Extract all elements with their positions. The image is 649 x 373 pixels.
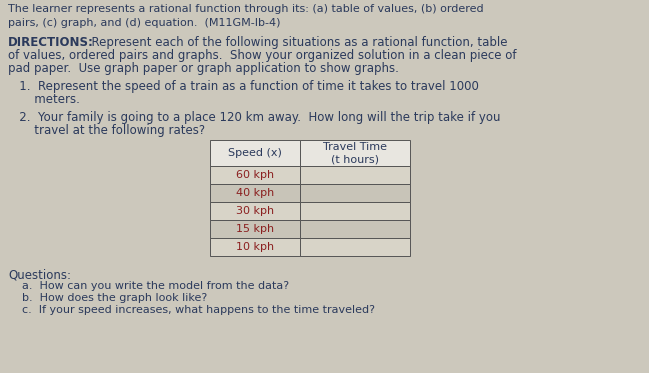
Bar [300,184,410,202]
Bar [210,166,300,184]
Text: c.  If your speed increases, what happens to the time traveled?: c. If your speed increases, what happens… [22,305,375,315]
Bar [210,184,300,202]
Bar [210,202,300,220]
Text: pairs, (c) graph, and (d) equation.  (M11GM-Ib-4): pairs, (c) graph, and (d) equation. (M11… [8,18,280,28]
Text: DIRECTIONS:: DIRECTIONS: [8,36,94,49]
Text: of values, ordered pairs and graphs.  Show your organized solution in a clean pi: of values, ordered pairs and graphs. Sho… [8,49,517,62]
Text: 1.  Represent the speed of a train as a function of time it takes to travel 1000: 1. Represent the speed of a train as a f… [8,80,479,93]
Bar [300,220,410,238]
Text: pad paper.  Use graph paper or graph application to show graphs.: pad paper. Use graph paper or graph appl… [8,62,399,75]
Text: 2.  Your family is going to a place 120 km away.  How long will the trip take if: 2. Your family is going to a place 120 k… [8,111,500,124]
Bar [210,140,300,166]
Bar [300,140,410,166]
Text: The learner represents a rational function through its: (a) table of values, (b): The learner represents a rational functi… [8,4,484,14]
Bar [210,220,300,238]
Bar [300,202,410,220]
Text: 10 kph: 10 kph [236,242,274,252]
Text: Speed (x): Speed (x) [228,148,282,158]
Text: travel at the following rates?: travel at the following rates? [8,124,205,137]
Text: Travel Time
(t hours): Travel Time (t hours) [323,142,387,164]
Text: a.  How can you write the model from the data?: a. How can you write the model from the … [22,281,289,291]
Text: 60 kph: 60 kph [236,170,274,180]
Text: 30 kph: 30 kph [236,206,274,216]
Text: Questions:: Questions: [8,268,71,281]
Text: meters.: meters. [8,93,80,106]
Bar [210,238,300,256]
Text: 15 kph: 15 kph [236,224,274,234]
Bar [300,238,410,256]
Text: b.  How does the graph look like?: b. How does the graph look like? [22,293,207,303]
Bar [300,166,410,184]
Text: Represent each of the following situations as a rational function, table: Represent each of the following situatio… [84,36,508,49]
Text: 40 kph: 40 kph [236,188,274,198]
